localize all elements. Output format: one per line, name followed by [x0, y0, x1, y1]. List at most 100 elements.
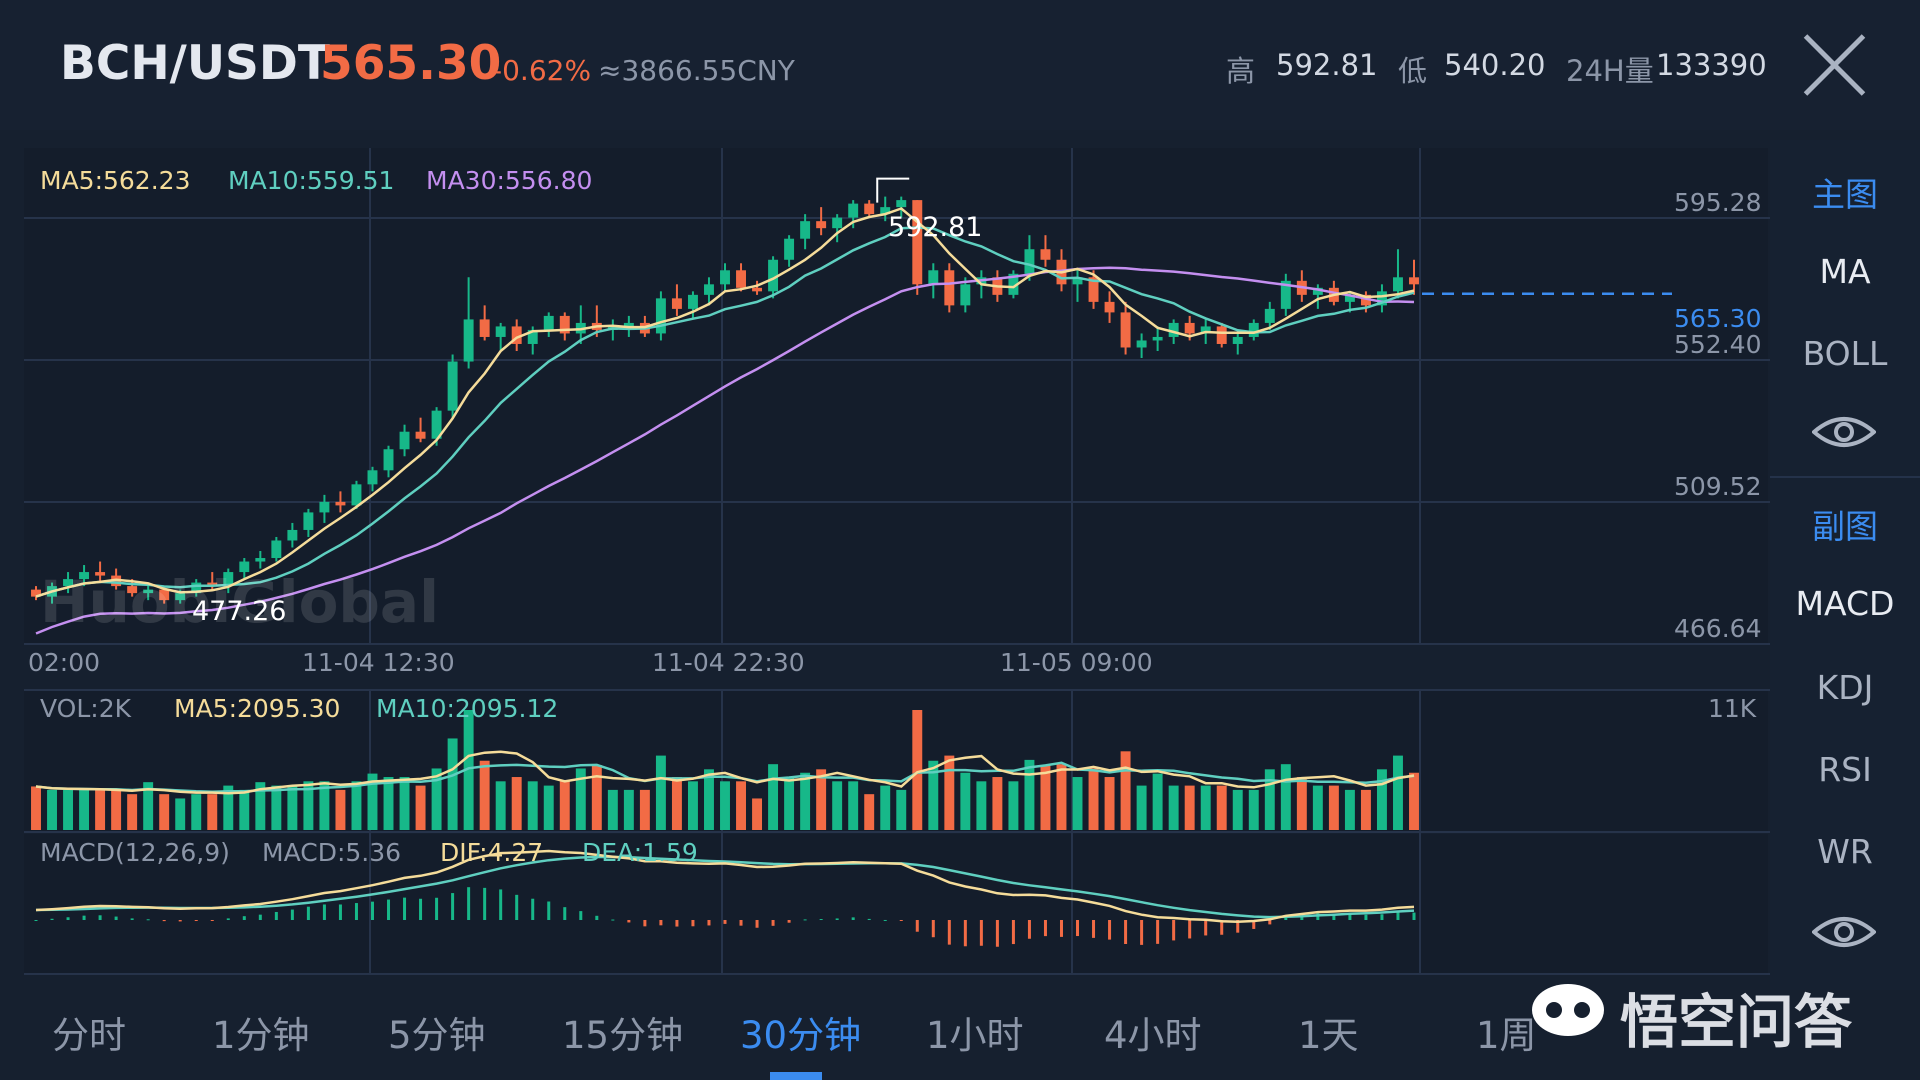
timeframe-tab[interactable]: 1天: [1298, 1014, 1359, 1057]
timeframe-tab[interactable]: 1小时: [926, 1014, 1024, 1057]
macd-histogram-bar: [675, 920, 679, 927]
volume-ma5-line: [35, 750, 1415, 795]
candle-body: [207, 582, 218, 587]
macd-histogram-bar: [707, 920, 711, 926]
timeframe-tab[interactable]: 5分钟: [388, 1014, 486, 1057]
price-line-overlay: [876, 177, 1672, 296]
eye-icon[interactable]: [1812, 912, 1876, 952]
macd-histogram-bar: [723, 920, 727, 924]
macd-histogram-bar: [547, 901, 551, 920]
volume-bar: [399, 777, 410, 830]
indicator-kdj-button[interactable]: KDJ: [1816, 668, 1874, 707]
macd-histogram-bar: [659, 920, 663, 926]
time-tick-3: 11-04 22:30: [652, 648, 805, 677]
candle-body: [383, 449, 394, 471]
indicator-boll-button[interactable]: BOLL: [1802, 334, 1888, 373]
timeframe-tab[interactable]: 15分钟: [562, 1014, 684, 1057]
macd-histogram-bar: [643, 920, 647, 927]
timeframe-tab-active[interactable]: 30分钟: [740, 1014, 862, 1057]
macd-histogram-bar: [290, 909, 294, 920]
volume-bar: [1393, 755, 1403, 830]
macd-histogram-bar: [50, 918, 54, 920]
volume-bar: [271, 785, 282, 830]
candle-body: [687, 294, 698, 309]
candle-body: [143, 589, 154, 594]
timeframe-tab[interactable]: 分时: [52, 1014, 126, 1057]
macd-histogram-bar: [1108, 920, 1112, 940]
indicator-macd-button[interactable]: MACD: [1795, 584, 1895, 623]
volume-bar: [1409, 772, 1419, 830]
volume-bar: [704, 769, 714, 830]
candle-body: [720, 270, 730, 285]
ticker-header: BCH/USDT 565.30 -0.62% ≈3866.55CNY 高 592…: [0, 0, 1920, 130]
close-icon[interactable]: [1800, 30, 1870, 100]
candle-body: [1264, 308, 1275, 323]
macd-histogram-bar: [1027, 920, 1031, 939]
candle-body: [303, 512, 314, 530]
volume-bar: [463, 710, 474, 830]
active-tab-indicator: [770, 1072, 822, 1080]
volume-bar: [495, 781, 506, 830]
macd-histogram-bar: [771, 920, 775, 926]
volume-bar: [864, 794, 875, 830]
indicator-ma-button[interactable]: MA: [1819, 252, 1871, 291]
low-label: 低: [1398, 54, 1428, 88]
candle-body: [1136, 340, 1147, 348]
macd-panel-bg: [24, 834, 1768, 974]
volume-bar: [367, 773, 378, 830]
kline-chart[interactable]: [0, 0, 1770, 990]
macd-histogram-bar: [178, 920, 182, 922]
macd-histogram-bar: [114, 916, 118, 920]
candle-body: [960, 284, 971, 306]
price-tick-1: 595.28: [1674, 188, 1762, 217]
candle-body: [399, 431, 410, 450]
volume-bar: [1040, 765, 1051, 830]
candle-body: [1040, 249, 1051, 260]
macd-histogram-bar: [579, 911, 583, 920]
macd-histogram-bar: [387, 899, 391, 920]
candle-body: [1184, 322, 1195, 334]
volume-bar: [912, 710, 923, 830]
candle-body: [896, 200, 907, 208]
volume-bar: [655, 755, 666, 830]
timeframe-tab[interactable]: 1分钟: [212, 1014, 310, 1057]
volume-bar: [559, 781, 570, 830]
volume-bar: [1152, 773, 1163, 830]
timeframe-tab[interactable]: 4小时: [1104, 1014, 1202, 1057]
candle-body: [623, 322, 634, 327]
macd-histogram-bar: [931, 920, 935, 938]
macd-histogram: [34, 887, 1416, 947]
macd-histogram-bar: [1124, 920, 1128, 945]
volume-bar: [1216, 785, 1227, 830]
volume-bar: [351, 781, 362, 830]
macd-histogram-bar: [435, 897, 439, 920]
timeframe-tab[interactable]: 1周: [1476, 1014, 1537, 1057]
macd-histogram-bar: [1011, 920, 1015, 945]
volume-bar: [832, 781, 843, 830]
macd-histogram-bar: [1348, 913, 1352, 920]
candle-body: [527, 329, 538, 344]
indicator-rsi-button[interactable]: RSI: [1818, 750, 1872, 789]
ma5-label: MA5:562.23: [40, 166, 191, 195]
candle-body: [255, 558, 266, 562]
macd-histogram-bar: [1188, 920, 1192, 939]
macd-histogram-bar: [451, 893, 455, 920]
pair-name[interactable]: BCH/USDT: [60, 36, 330, 91]
volume-bar: [95, 789, 106, 830]
eye-icon[interactable]: [1812, 412, 1876, 452]
macd-histogram-bar: [835, 918, 839, 920]
candle-body: [944, 270, 955, 306]
volume-bar: [992, 777, 1003, 830]
macd-histogram-bar: [1172, 920, 1176, 941]
volume-bar: [431, 768, 442, 830]
candle-body: [479, 319, 490, 337]
indicator-wr-button[interactable]: WR: [1817, 832, 1873, 871]
macd-histogram-bar: [1380, 914, 1384, 920]
volume-bar: [127, 794, 138, 830]
macd-histogram-bar: [515, 894, 519, 920]
vol-ma5-label: MA5:2095.30: [174, 694, 341, 723]
candle-body: [800, 221, 811, 239]
candle-body: [63, 579, 74, 587]
vol-ma10-label: MA10:2095.12: [376, 694, 559, 723]
watermark-text: 悟空问答: [1620, 988, 1853, 1056]
